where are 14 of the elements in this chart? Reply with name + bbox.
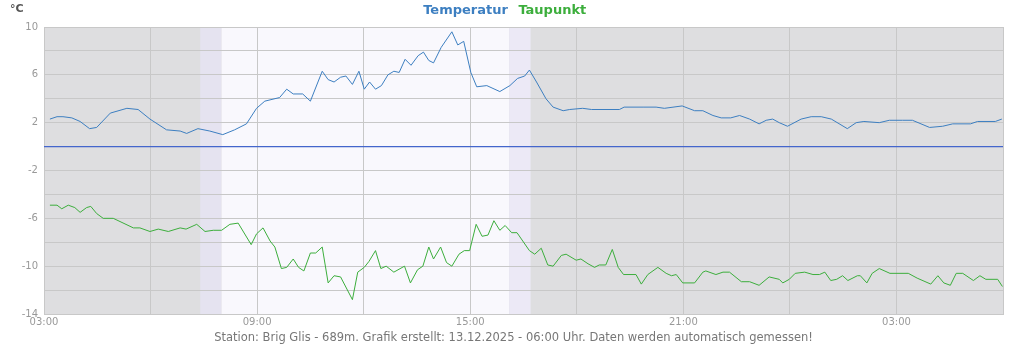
y-tick-label: -2 <box>28 164 38 176</box>
text: Temperatur <box>423 1 509 17</box>
y-tick-label: 10 <box>25 20 38 32</box>
x-tick-label: 21:00 <box>668 315 698 327</box>
x-tick-label: 15:00 <box>455 315 485 327</box>
x-tick-label: 03:00 <box>882 315 911 327</box>
y-tick-label: -6 <box>28 211 38 223</box>
y-tick-label: 2 <box>31 116 38 128</box>
y-tick-label: 6 <box>31 68 38 80</box>
y-tick-label: -10 <box>21 259 38 271</box>
text: Station: Brig Glis - 689m. Grafik erstellt: 13.12.2025 - 06:00 Uhr. Daten werden automatisch gemessen! <box>214 330 813 344</box>
x-tick-label: 09:00 <box>242 315 272 327</box>
y-axis-title: °C <box>10 2 24 15</box>
text: Taupunkt <box>518 1 587 17</box>
